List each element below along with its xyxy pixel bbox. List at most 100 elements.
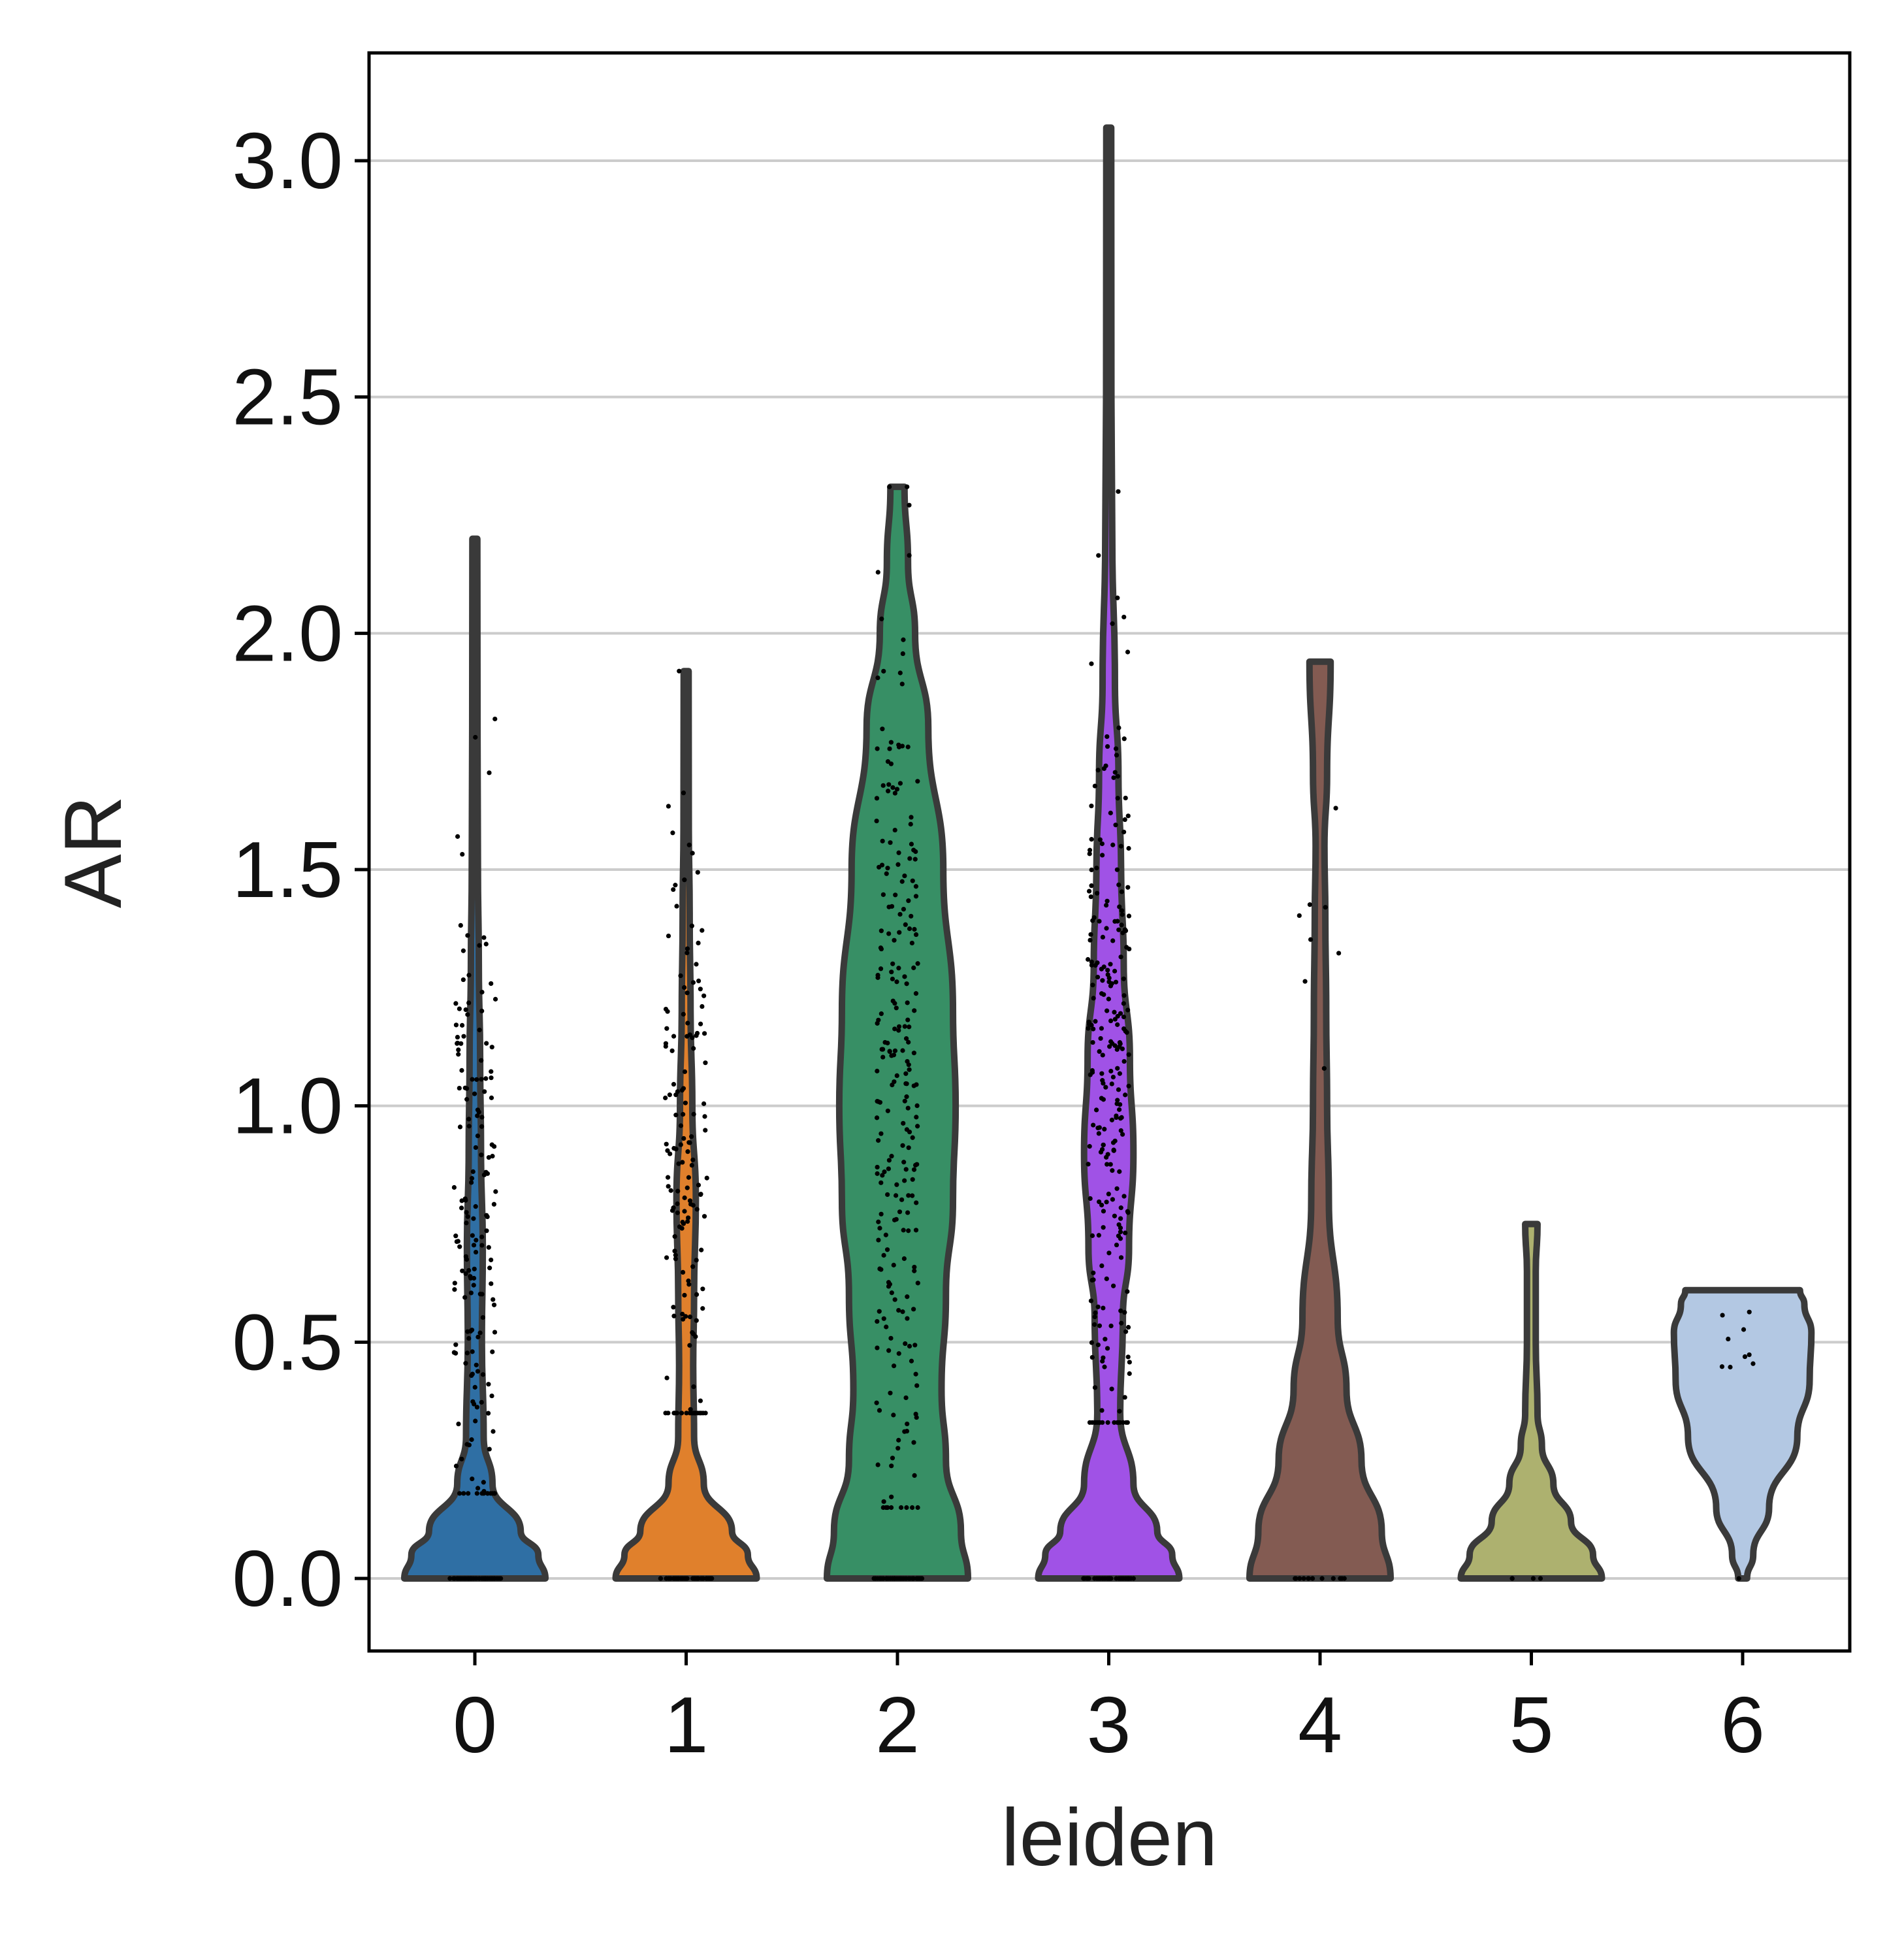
point-3-108 (1118, 1225, 1123, 1231)
point-0-160 (475, 1133, 481, 1139)
point-3-67 (1108, 1018, 1114, 1024)
point-2-85 (875, 1164, 880, 1170)
point-0-zero-49 (451, 1576, 456, 1581)
point-3-192 (1123, 1028, 1128, 1034)
point-6-3 (1719, 1364, 1725, 1369)
point-2-182 (905, 1421, 910, 1427)
point-6-8 (1728, 1364, 1733, 1370)
point-3-143 (1087, 851, 1092, 857)
point-2-186 (914, 1103, 920, 1109)
point-0-102 (456, 1047, 461, 1053)
point-3-14 (1092, 783, 1097, 789)
point-0-152 (489, 1142, 494, 1147)
point-0-132 (491, 1201, 496, 1207)
point-3-94 (1106, 996, 1111, 1002)
point-2-205 (915, 961, 920, 966)
point-2-129 (892, 1048, 898, 1053)
point-0-95 (484, 1213, 489, 1218)
point-1-135 (681, 1086, 686, 1091)
violin-1 (612, 668, 760, 1582)
point-0-37 (489, 981, 494, 987)
point-2-10 (900, 1048, 905, 1053)
point-3-148 (1095, 975, 1101, 980)
point-0-96 (481, 1172, 487, 1177)
point-1-64 (685, 1215, 691, 1220)
point-0-134 (481, 1488, 487, 1494)
point-3-121 (1089, 1022, 1094, 1028)
point-0-88 (479, 1243, 485, 1248)
point-0-78 (479, 1115, 485, 1120)
point-0-38 (460, 948, 466, 953)
point-2-75 (899, 681, 905, 687)
point-0-50 (453, 1233, 459, 1239)
point-3-103 (1104, 902, 1109, 908)
point-2-161 (914, 1082, 919, 1087)
point-0-138 (470, 1233, 475, 1238)
point-3-63 (1105, 898, 1110, 904)
point-3-180 (1125, 1007, 1131, 1013)
point-3-156 (1115, 1066, 1120, 1071)
point-4-6 (1336, 951, 1342, 956)
point-2-16 (903, 1341, 908, 1347)
point-0-161 (477, 1027, 482, 1033)
point-2-102 (915, 1505, 920, 1511)
point-4-1 (1308, 937, 1314, 942)
point-2-44 (902, 1024, 907, 1029)
point-3-34 (1123, 795, 1128, 801)
point-3-66 (1102, 1364, 1107, 1369)
point-0-118 (474, 1362, 479, 1367)
point-4-0 (1302, 979, 1308, 984)
point-2-155 (892, 827, 897, 833)
point-6-0 (1750, 1361, 1756, 1366)
point-1-73 (696, 940, 701, 946)
point-2-127 (879, 1211, 884, 1217)
point-3-172 (1088, 932, 1093, 937)
point-3-253 (1092, 1322, 1097, 1327)
point-3-187 (1097, 919, 1102, 924)
point-2-233 (896, 1024, 902, 1029)
point-2-31 (880, 892, 886, 897)
point-3-174 (1126, 845, 1131, 851)
point-1-48 (698, 1398, 703, 1403)
point-3-214 (1089, 1277, 1095, 1283)
point-3-zero-45 (1097, 1576, 1103, 1581)
point-1-102 (680, 1160, 685, 1165)
point-3-207 (1119, 889, 1125, 894)
point-6-7 (1742, 1354, 1748, 1360)
x-tick-label-2: 2 (875, 1680, 920, 1769)
point-3-110 (1123, 1329, 1129, 1334)
point-0-64 (484, 1041, 489, 1046)
point-2-122 (884, 1247, 890, 1252)
point-3-114 (1105, 1008, 1110, 1013)
point-3-128 (1089, 661, 1094, 666)
point-0-80 (471, 1243, 477, 1248)
point-0-67 (455, 1034, 460, 1040)
point-1-67 (686, 1175, 692, 1180)
point-3-15 (1113, 746, 1119, 751)
point-3-197 (1089, 867, 1094, 873)
point-2-238 (884, 1324, 889, 1330)
point-2-51 (915, 779, 920, 784)
point-3-257 (1101, 1142, 1106, 1148)
point-0-89 (466, 1117, 472, 1122)
point-3-194 (1102, 1126, 1107, 1132)
point-4-zero-8 (1339, 1576, 1345, 1581)
point-1-23 (698, 987, 703, 992)
point-1-149 (672, 1411, 677, 1416)
point-1-124 (702, 993, 707, 998)
point-2-38 (911, 1051, 916, 1056)
point-3-9 (1105, 734, 1110, 740)
point-2-9 (899, 879, 905, 884)
point-6-2 (1741, 1327, 1747, 1332)
point-3-237 (1101, 1305, 1106, 1311)
point-3-245 (1115, 1022, 1120, 1027)
point-2-210 (884, 871, 889, 876)
point-0-60 (482, 1089, 487, 1094)
point-2-49 (894, 979, 899, 985)
point-3-235 (1097, 1125, 1102, 1130)
point-1-90 (663, 1006, 669, 1012)
point-0-94 (477, 1292, 483, 1297)
point-2-151 (875, 1068, 880, 1073)
point-2-41 (889, 1463, 894, 1469)
